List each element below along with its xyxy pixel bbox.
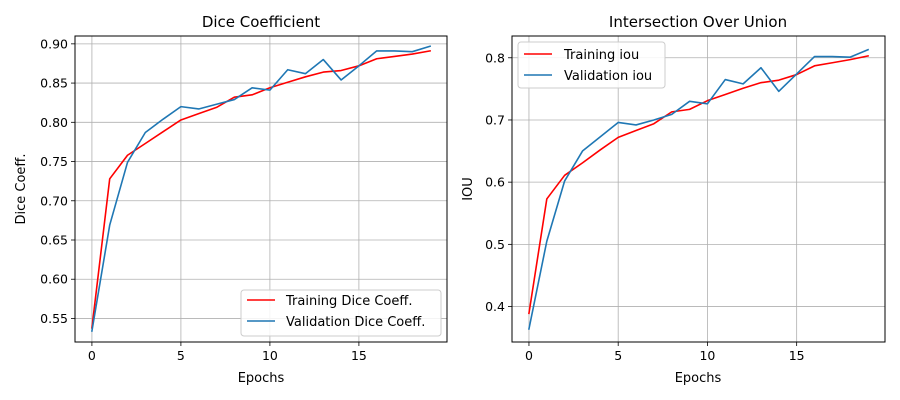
iou-chart-title: Intersection Over Union [609, 13, 787, 31]
iou-y-tick-label: 0.7 [485, 112, 505, 127]
dice-y-tick-label: 0.55 [40, 311, 68, 326]
iou-y-axis-label: IOU [461, 177, 476, 201]
iou-ticks: 0 5 10 15 0.4 0.5 0.6 0.7 0.8 [485, 50, 805, 363]
iou-validation-line [528, 48, 870, 330]
dice-x-axis-label: Epochs [238, 371, 285, 386]
iou-axes-frame [511, 35, 886, 343]
dice-ticks: 0 5 10 15 0.55 0.60 0.65 0.70 0.75 0.80 0.85 0.90 [40, 36, 367, 363]
iou-legend: Training iou Validation iou [517, 41, 666, 89]
dice-legend-box [240, 289, 442, 337]
dice-chart-title: Dice Coefficient [202, 13, 320, 31]
dice-legend-validation-label: Validation Dice Coeff. [286, 315, 425, 330]
dice-axes-frame [74, 35, 448, 343]
iou-legend-validation-label: Validation iou [564, 69, 652, 84]
dice-legend-training-label: Training Dice Coeff. [285, 294, 412, 309]
dice-grid [75, 36, 447, 342]
iou-x-tick-label: 0 [525, 348, 533, 363]
dice-validation-line [90, 45, 432, 332]
dice-y-tick-label: 0.65 [40, 233, 68, 248]
dice-x-tick-label: 0 [88, 348, 96, 363]
iou-x-tick-label: 10 [699, 348, 715, 363]
dice-legend: Training Dice Coeff. Validation Dice Coe… [240, 289, 442, 337]
dice-x-tick-label: 10 [262, 348, 278, 363]
iou-x-axis-label: Epochs [675, 371, 722, 386]
iou-y-tick-label: 0.6 [485, 175, 505, 190]
dice-y-tick-label: 0.90 [40, 36, 68, 51]
iou-x-tick-label: 15 [789, 348, 805, 363]
dice-training-line [91, 49, 432, 329]
iou-training-line [528, 54, 869, 315]
dice-y-tick-label: 0.80 [40, 115, 68, 130]
iou-y-tick-label: 0.8 [485, 50, 505, 65]
dice-y-tick-label: 0.70 [40, 193, 68, 208]
dice-y-tick-label: 0.85 [40, 76, 68, 91]
iou-chart: 0 5 10 15 0.4 0.5 0.6 0.7 0.8 Intersection Over … [461, 13, 886, 386]
dice-x-tick-label: 5 [177, 348, 185, 363]
iou-legend-box [517, 41, 666, 89]
iou-x-tick-label: 5 [614, 348, 622, 363]
dice-series-lines [90, 45, 432, 332]
iou-series-lines [528, 48, 870, 330]
dice-y-tick-label: 0.75 [40, 154, 68, 169]
dice-coefficient-chart: 0 5 10 15 0.55 0.60 0.65 0.70 0.75 0.80 0.85 0.90 D… [14, 13, 448, 386]
iou-legend-training-label: Training iou [563, 48, 639, 63]
iou-y-tick-label: 0.4 [485, 299, 505, 314]
iou-y-tick-label: 0.5 [485, 237, 505, 252]
dice-y-tick-label: 0.60 [40, 272, 68, 287]
dice-x-tick-label: 15 [351, 348, 367, 363]
dice-y-axis-label: Dice Coeff. [14, 153, 29, 224]
